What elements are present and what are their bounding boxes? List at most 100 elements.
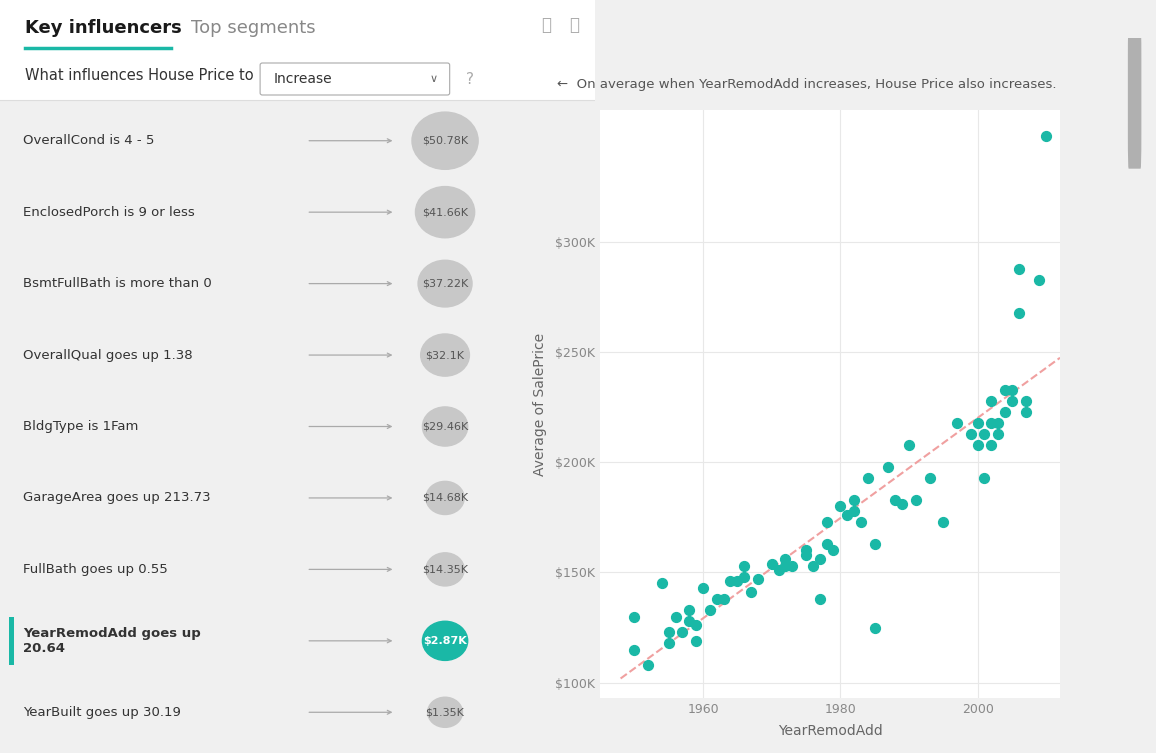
Point (1002, 395, 1021, 407)
Point (920, 471, 939, 483)
Text: OverallCond is 4 - 5: OverallCond is 4 - 5 (23, 134, 155, 148)
FancyBboxPatch shape (260, 63, 450, 95)
Point (838, 509, 857, 521)
Point (728, 575, 747, 587)
Circle shape (425, 481, 465, 514)
Point (625, 644, 644, 656)
Point (983, 395, 1001, 407)
Point (962, 428, 980, 440)
Circle shape (425, 553, 465, 586)
Text: $41.66K: $41.66K (422, 207, 468, 217)
Point (776, 559, 794, 572)
Text: BsmtFullBath is more than 0: BsmtFullBath is more than 0 (23, 277, 212, 290)
Point (824, 544, 843, 556)
Point (899, 439, 918, 451)
Point (1009, 263, 1028, 275)
Point (659, 637, 677, 649)
Text: GarageArea goes up 213.73: GarageArea goes up 213.73 (23, 492, 210, 505)
Point (673, 626, 691, 638)
FancyBboxPatch shape (0, 50, 595, 100)
Text: $50.78K: $50.78K (422, 136, 468, 146)
Text: OverallQual goes up 1.38: OverallQual goes up 1.38 (23, 349, 193, 361)
Point (687, 619, 705, 631)
Text: What influences House Price to: What influences House Price to (25, 68, 254, 83)
Point (892, 498, 911, 511)
Point (995, 384, 1014, 396)
Point (694, 582, 712, 594)
FancyBboxPatch shape (9, 617, 14, 665)
Point (852, 516, 870, 528)
Point (817, 516, 836, 528)
Text: FullBath goes up 0.55: FullBath goes up 0.55 (23, 563, 168, 576)
Point (625, 611, 644, 623)
Circle shape (418, 261, 472, 307)
Text: YearBuilt goes up 30.19: YearBuilt goes up 30.19 (23, 706, 181, 719)
Text: 👎: 👎 (569, 16, 579, 34)
Point (845, 494, 864, 506)
Point (796, 544, 815, 556)
Point (866, 621, 884, 633)
Text: $32.1K: $32.1K (425, 350, 465, 360)
Point (976, 428, 994, 440)
Circle shape (421, 334, 469, 376)
Point (714, 593, 733, 605)
Point (687, 635, 705, 647)
Text: Top segments: Top segments (191, 19, 316, 37)
Point (810, 553, 829, 566)
Point (721, 575, 740, 587)
Text: Increase: Increase (274, 72, 333, 86)
Text: ∨: ∨ (430, 74, 438, 84)
Point (701, 604, 719, 616)
Text: $37.22K: $37.22K (422, 279, 468, 288)
Point (845, 505, 864, 517)
Point (906, 494, 925, 506)
Text: $29.46K: $29.46K (422, 422, 468, 431)
Point (707, 593, 726, 605)
Point (763, 558, 781, 570)
Point (859, 471, 877, 483)
Point (995, 406, 1014, 418)
Text: 👍: 👍 (541, 16, 551, 34)
Point (776, 553, 794, 566)
Point (948, 416, 966, 428)
Text: Key influencers: Key influencers (25, 19, 183, 37)
Point (1016, 395, 1035, 407)
Point (749, 573, 768, 585)
Point (639, 659, 658, 671)
Point (983, 416, 1001, 428)
Circle shape (412, 112, 479, 169)
FancyBboxPatch shape (1128, 25, 1141, 169)
X-axis label: YearRemodAdd: YearRemodAdd (778, 724, 882, 738)
Text: EnclosedPorch is 9 or less: EnclosedPorch is 9 or less (23, 206, 195, 218)
Text: ?: ? (466, 72, 474, 87)
Text: $2.87K: $2.87K (423, 636, 467, 646)
Point (885, 494, 904, 506)
Text: YearRemodAdd goes up
20.64: YearRemodAdd goes up 20.64 (23, 626, 201, 655)
Point (659, 626, 677, 638)
Point (1009, 306, 1028, 319)
Point (879, 461, 897, 473)
Point (796, 549, 815, 561)
Point (735, 559, 754, 572)
Point (990, 428, 1008, 440)
Circle shape (428, 697, 462, 727)
Text: BldgType is 1Fam: BldgType is 1Fam (23, 420, 139, 433)
Text: ←  On average when YearRemodAdd increases, House Price also increases.: ← On average when YearRemodAdd increases… (557, 78, 1057, 91)
FancyBboxPatch shape (0, 0, 595, 50)
Text: $14.68K: $14.68K (422, 493, 468, 503)
Point (969, 416, 987, 428)
Point (803, 559, 822, 572)
Point (783, 559, 801, 572)
Point (934, 516, 953, 528)
Point (810, 593, 829, 605)
Point (652, 578, 670, 590)
Point (1002, 384, 1021, 396)
Point (976, 471, 994, 483)
Point (735, 571, 754, 583)
Point (769, 564, 787, 576)
Circle shape (422, 621, 468, 660)
Point (817, 538, 836, 550)
Point (1030, 273, 1048, 285)
Point (680, 604, 698, 616)
Point (1016, 406, 1035, 418)
